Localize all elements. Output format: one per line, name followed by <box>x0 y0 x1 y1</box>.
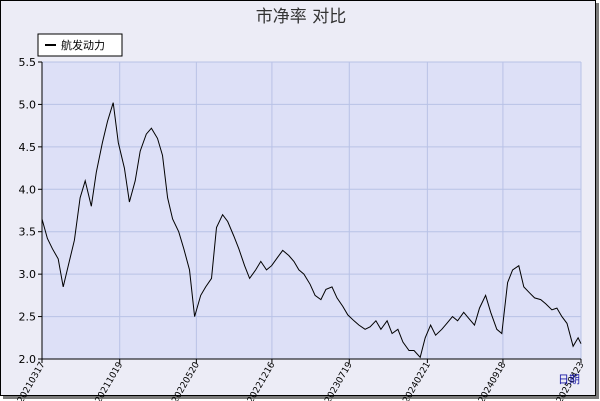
plot-area <box>42 62 581 359</box>
y-tick-label: 4.5 <box>19 141 37 154</box>
y-tick-label: 2.5 <box>19 311 37 324</box>
x-tick-label: 20221216 <box>246 360 278 401</box>
y-tick-label: 3.5 <box>19 226 37 239</box>
y-tick-label: 5.0 <box>19 98 37 111</box>
y-tick-label: 5.5 <box>19 56 37 69</box>
chart-title: 市净率 对比 <box>256 7 346 27</box>
y-tick-label: 2.0 <box>19 353 37 366</box>
legend-label: 航发动力 <box>61 38 105 52</box>
legend: 航发动力 <box>38 34 122 56</box>
x-tick-label: 20230719 <box>323 360 355 401</box>
x-axis-label: 日期 <box>558 373 580 386</box>
y-axis-ticks: 2.0 2.5 3.0 3.5 4.0 4.5 5.0 5.5 <box>19 56 43 366</box>
x-tick-label: 20210317 <box>16 361 48 401</box>
y-tick-label: 3.0 <box>19 268 37 281</box>
x-tick-label: 20240918 <box>477 360 509 401</box>
x-axis-ticks: 20210317 20211019 20220520 20221216 20230719… <box>16 359 587 401</box>
y-tick-label: 4.0 <box>19 183 37 196</box>
x-tick-label: 20211019 <box>94 360 126 401</box>
x-tick-label: 20240221 <box>401 361 433 401</box>
x-tick-label: 20220520 <box>170 360 202 401</box>
